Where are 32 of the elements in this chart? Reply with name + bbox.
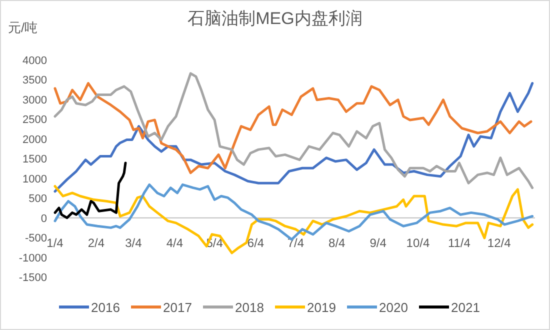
x-tick-label: 2/4 (88, 236, 105, 250)
line-series (54, 82, 532, 174)
x-tick-label: 9/4 (370, 236, 387, 250)
y-tick-label: 500 (28, 193, 47, 206)
y-tick-label: 1000 (22, 173, 47, 186)
y-tick-label: 2500 (22, 114, 47, 126)
legend-label: 2017 (163, 300, 192, 315)
legend-label: 2021 (451, 300, 480, 315)
y-axis-title: 元/吨 (8, 20, 38, 35)
x-tick-label: 8/4 (328, 236, 346, 250)
y-tick-label: -500 (24, 232, 47, 245)
y-tick-label: -1500 (18, 272, 47, 284)
legend-label: 2020 (379, 300, 408, 315)
y-tick-label: -1000 (18, 252, 47, 264)
x-tick-label: 11/4 (448, 236, 471, 250)
legend-label: 2016 (91, 300, 120, 315)
y-tick-label: 0 (40, 212, 47, 225)
y-tick-label: 1500 (22, 154, 47, 166)
x-tick-label: 3/4 (125, 236, 142, 250)
legend-label: 2019 (307, 300, 336, 315)
y-tick-label: 3500 (22, 74, 47, 87)
line-series (54, 162, 127, 220)
x-tick-label: 12/4 (487, 236, 512, 250)
legend-label: 2018 (235, 300, 264, 315)
x-tick-label: 10/4 (406, 236, 430, 250)
y-tick-label: 3000 (22, 94, 47, 106)
x-tick-label: 6/4 (247, 236, 264, 250)
chart-title: 石脑油制MEG内盘利润 (188, 9, 362, 28)
x-tick-label: 4/4 (166, 236, 184, 250)
x-tick-label: 1/4 (46, 236, 64, 250)
y-tick-label: 2000 (22, 134, 47, 146)
y-tick-label: 4000 (22, 55, 47, 67)
